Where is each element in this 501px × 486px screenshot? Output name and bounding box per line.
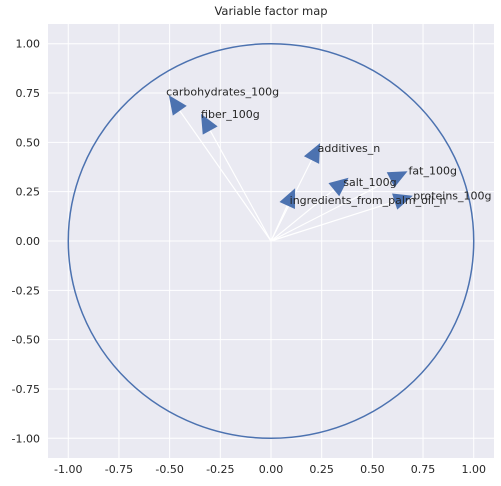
x-tick-label: 0.50 xyxy=(360,463,385,476)
arrow-head xyxy=(392,193,413,210)
x-tick-label: 0.25 xyxy=(309,463,334,476)
x-tick-label: -0.75 xyxy=(105,463,133,476)
tick-labels-layer: -1.00 -0.75 -0.50 -0.25 0.00 0.25 0.50 0.75 1.00… xyxy=(12,38,486,476)
arrows-layer xyxy=(168,95,413,242)
arrow-line xyxy=(270,179,391,242)
y-tick-label: -0.50 xyxy=(12,334,40,347)
arrow-line xyxy=(270,205,288,242)
x-tick-label: -1.00 xyxy=(54,463,82,476)
arrow-labels-layer: carbohydrates_100g fiber_100g additives_nf… xyxy=(166,85,491,207)
y-tick-label: 0.50 xyxy=(16,136,41,149)
arrow-label: fat_100g xyxy=(409,165,457,178)
x-tick-label: -0.50 xyxy=(155,463,183,476)
y-tick-label: 0.75 xyxy=(16,87,41,100)
unit-circle-layer xyxy=(67,42,475,440)
arrow-line xyxy=(179,110,272,242)
y-tick-label: 1.00 xyxy=(16,38,41,51)
chart-title: Variable factor map xyxy=(214,4,327,18)
x-tick-label: 0.00 xyxy=(259,463,284,476)
y-tick-label: -0.75 xyxy=(12,383,40,396)
arrow-head xyxy=(386,171,408,188)
x-tick-label: 1.00 xyxy=(461,463,486,476)
arrow-label: fiber_100g xyxy=(201,108,260,121)
x-tick-label: -0.25 xyxy=(206,463,234,476)
arrow-head xyxy=(168,95,187,116)
arrow-label: additives_n xyxy=(318,142,381,155)
arrow-line xyxy=(209,130,272,242)
y-tick-label: -0.25 xyxy=(12,284,40,297)
arrow-label: ingredients_from_palm_oil_n xyxy=(290,194,447,207)
y-tick-label: -1.00 xyxy=(12,432,40,445)
arrow-head xyxy=(303,143,321,164)
arrow-head xyxy=(328,177,349,197)
y-tick-label: 0.00 xyxy=(16,235,41,248)
arrow-head xyxy=(201,113,218,135)
unit-circle xyxy=(67,42,475,440)
arrow-line xyxy=(270,189,335,242)
y-tick-label: 0.25 xyxy=(16,186,41,199)
arrow-line xyxy=(270,200,395,242)
arrow-head xyxy=(279,188,296,210)
arrow-label: salt_100g xyxy=(343,176,396,189)
arrow-label: proteins_100g xyxy=(413,190,491,203)
arrow-label: carbohydrates_100g xyxy=(166,85,279,98)
x-tick-label: 0.75 xyxy=(411,463,436,476)
